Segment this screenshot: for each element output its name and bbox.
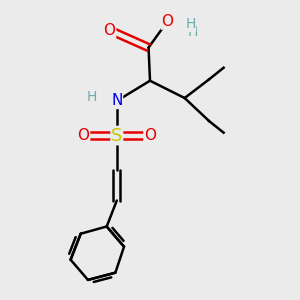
Text: O: O bbox=[78, 128, 90, 143]
Text: O: O bbox=[161, 14, 173, 29]
Text: N: N bbox=[111, 93, 122, 108]
Text: H: H bbox=[188, 25, 199, 39]
Text: H: H bbox=[87, 90, 98, 104]
Text: O: O bbox=[144, 128, 156, 143]
Text: O: O bbox=[103, 23, 116, 38]
Text: S: S bbox=[111, 127, 122, 145]
Text: H: H bbox=[87, 90, 98, 104]
Text: H: H bbox=[185, 17, 196, 32]
